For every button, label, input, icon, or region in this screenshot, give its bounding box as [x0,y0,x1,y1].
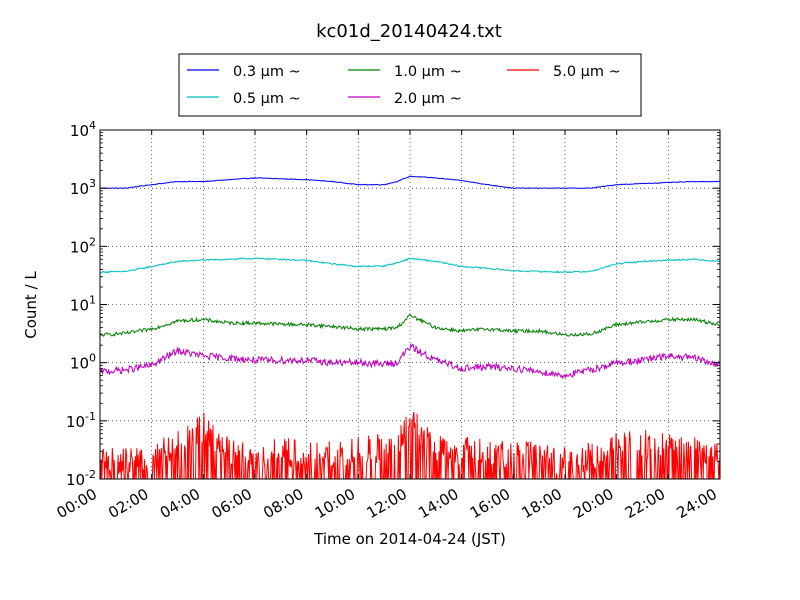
grid [100,130,720,479]
y-tick-label: 103 [70,177,96,198]
x-tick-label: 02:00 [105,485,151,522]
series-line-4 [99,411,721,480]
legend-box [178,53,642,117]
y-tick-exponent: 0 [89,352,96,365]
x-axis-label: Time on 2014-04-24 (JST) [313,530,506,548]
chart-title: kc01d_20140424.txt [316,21,502,42]
x-tick-label: 12:00 [364,485,410,522]
y-tick-exponent: 4 [89,119,96,132]
legend-label-1: 0.5 μm ~ [233,91,301,107]
series-line-1 [99,257,721,274]
legend-label-2: 1.0 μm ~ [394,64,462,80]
legend: 0.3 μm ~ 0.5 μm ~ 1.0 μm ~ 2.0 μm ~ 5.0 μm ~ [178,53,642,117]
y-tick-label: 104 [70,119,96,140]
series-layer [99,175,721,480]
y-tick-base: 10 [70,238,89,256]
series-line-0 [99,175,720,190]
legend-label-4: 5.0 μm ~ [553,64,621,80]
y-tick-exponent: -2 [85,468,96,481]
y-tick-base: 10 [70,297,89,315]
ticks [99,129,721,480]
x-tick-label: 00:00 [54,485,100,522]
series-line-3 [99,343,721,380]
x-tick-label: 22:00 [622,485,668,522]
y-tick-exponent: 2 [89,235,96,248]
y-tick-exponent: 1 [89,294,96,307]
y-tick-base: 10 [70,355,89,373]
legend-label-0: 0.3 μm ~ [233,64,301,80]
x-tick-label: 24:00 [674,485,720,522]
x-tick-label: 16:00 [467,485,513,522]
x-tick-label: 18:00 [519,485,565,522]
y-tick-base: 10 [66,413,85,431]
y-axis-label: Count / L [22,271,40,339]
x-tick-label: 08:00 [260,485,306,522]
series-line-2 [99,313,721,337]
x-tick-labels: 00:00 02:00 04:00 06:00 08:00 10:00 12:00 14:00… [54,485,720,522]
x-tick-label: 06:00 [209,485,255,522]
y-tick-label: 10-1 [66,410,96,431]
x-tick-label: 10:00 [312,485,358,522]
y-tick-label: 10-2 [66,468,96,489]
legend-label-3: 2.0 μm ~ [394,91,462,107]
y-tick-exponent: -1 [85,410,96,423]
y-tick-base: 10 [70,122,89,140]
x-tick-label: 20:00 [570,485,616,522]
y-tick-exponent: 3 [89,177,96,190]
y-tick-label: 101 [70,294,96,315]
y-tick-label: 102 [70,235,96,256]
y-tick-base: 10 [66,471,85,489]
x-tick-label: 04:00 [157,485,203,522]
y-tick-base: 10 [70,180,89,198]
x-tick-label: 14:00 [415,485,461,522]
y-tick-label: 100 [70,352,96,373]
